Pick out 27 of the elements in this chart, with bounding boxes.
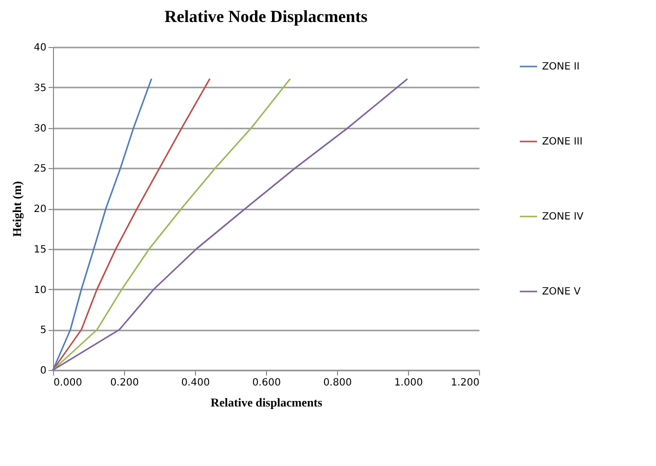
- y-tick-label: 35: [34, 82, 46, 94]
- y-tick-label: 20: [34, 204, 46, 215]
- y-axis-title: Height (m): [10, 181, 24, 237]
- line-series: [52, 78, 210, 371]
- line-series: [52, 78, 408, 371]
- y-tick-label: 0: [40, 366, 46, 376]
- y-tick-label: 30: [34, 123, 46, 134]
- y-tick-label: 40: [34, 42, 46, 54]
- legend-label: ZONE III: [542, 136, 583, 148]
- y-tick-label: 15: [34, 244, 46, 256]
- x-tick-label: 0.000: [54, 378, 82, 388]
- x-tick-label: 1.000: [394, 378, 423, 388]
- line-series: [52, 78, 152, 371]
- legend-label: ZONE IV: [542, 212, 584, 222]
- legend-label: ZONE II: [542, 62, 580, 72]
- line-series: [52, 78, 291, 371]
- x-tick-label: 0.400: [181, 378, 210, 388]
- legend-label: ZONE V: [542, 286, 581, 298]
- y-tick-label: 25: [34, 164, 46, 175]
- x-tick-label: 0.200: [110, 378, 139, 388]
- x-tick-label: 1.200: [450, 378, 480, 388]
- chart-title: Relative Node Displacments: [164, 7, 368, 26]
- x-axis-title: Relative displacments: [210, 396, 323, 410]
- y-tick-label: 10: [34, 284, 46, 296]
- x-tick-label: 0.600: [252, 378, 281, 388]
- x-tick-label: 0.800: [323, 378, 352, 388]
- y-tick-label: 5: [40, 325, 46, 336]
